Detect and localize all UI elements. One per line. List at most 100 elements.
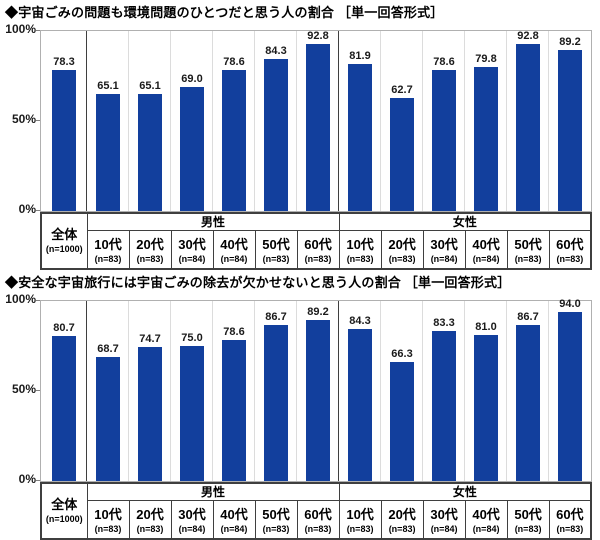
- plot-column: [507, 31, 549, 211]
- table-cell-男性-50代: 50代 (n=83): [254, 230, 298, 270]
- plot-column: [213, 31, 255, 211]
- age-label: 50代: [262, 236, 290, 252]
- age-label: 50代: [514, 236, 542, 252]
- table-cell-男性-30代: 30代 (n=84): [170, 230, 214, 270]
- bar-value-label: 75.0: [181, 332, 203, 344]
- n-label: (n=83): [304, 523, 332, 534]
- n-label: (n=83): [346, 523, 374, 534]
- group-header-男性: 男性: [86, 212, 340, 231]
- age-label: 40代: [220, 506, 248, 522]
- table-cell-女性-50代: 50代 (n=83): [506, 500, 550, 540]
- bar-value-label: 92.8: [307, 29, 329, 42]
- chart-space-debris-removal: ◆安全な宇宙旅行には宇宙ごみの除去が欠かせないと思う人の割合 ［単一回答形式］ …: [0, 270, 600, 540]
- bar-男性20代: [138, 93, 162, 211]
- plot-column: [213, 301, 255, 481]
- age-label: 10代: [346, 236, 374, 252]
- table-cell-女性-40代: 40代 (n=84): [464, 230, 508, 270]
- table-cell-total: 全体 (n=1000): [40, 212, 88, 270]
- n-label: (n=84): [178, 253, 206, 264]
- y-axis-label-100: 100%: [5, 292, 36, 306]
- n-label: (n=83): [136, 253, 164, 264]
- n-label: (n=83): [514, 253, 542, 264]
- age-label: 20代: [388, 236, 416, 252]
- table-cell-女性-50代: 50代 (n=83): [506, 230, 550, 270]
- plot-column: [129, 31, 171, 211]
- table-cell-女性-10代: 10代 (n=83): [338, 500, 382, 540]
- table-cell-女性-10代: 10代 (n=83): [338, 230, 382, 270]
- y-axis-tick: [36, 480, 40, 481]
- table-cell-男性-50代: 50代 (n=83): [254, 500, 298, 540]
- bar-男性30代: [180, 346, 204, 481]
- total-label: 全体: [51, 227, 78, 242]
- plot-column: [171, 301, 213, 481]
- age-label: 60代: [556, 236, 584, 252]
- bar-value-label: 89.2: [307, 306, 329, 319]
- y-axis-label-0: 0%: [18, 472, 36, 486]
- age-label: 30代: [430, 506, 458, 522]
- bar-女性60代: [558, 50, 582, 211]
- bar-女性60代: [558, 311, 582, 481]
- bar-value-label: 79.8: [475, 53, 497, 66]
- age-label: 50代: [514, 506, 542, 522]
- bar-value-label: 74.7: [139, 332, 161, 345]
- table-cell-女性-40代: 40代 (n=84): [464, 500, 508, 540]
- age-label: 60代: [304, 236, 332, 252]
- n-label: (n=84): [472, 523, 500, 534]
- n-label: (n=83): [388, 253, 416, 264]
- bar-value-label: 78.3: [53, 56, 75, 69]
- table-cell-total: 全体 (n=1000): [40, 482, 88, 540]
- age-label: 60代: [304, 506, 332, 522]
- y-axis-tick: [36, 30, 40, 31]
- table-cell-女性-60代: 60代 (n=83): [548, 500, 592, 540]
- table-cell-女性-60代: 60代 (n=83): [548, 230, 592, 270]
- bar-全体: [52, 70, 76, 211]
- n-label: (n=83): [262, 253, 290, 264]
- age-label: 40代: [220, 236, 248, 252]
- bar-女性10代: [348, 329, 372, 481]
- plot-column: [41, 301, 87, 481]
- plot-area: 80.7 68.7 74.7 75.0 78.6 86.7 89.2 84.3 66.3 83.3…: [40, 297, 592, 482]
- plot-column: [255, 31, 297, 211]
- table-cell-男性-60代: 60代 (n=83): [296, 500, 340, 540]
- plot-column: [339, 31, 381, 211]
- plot-column: [87, 31, 129, 211]
- total-n: (n=1000): [45, 514, 83, 524]
- plot-column: [87, 301, 129, 481]
- age-label: 40代: [472, 506, 500, 522]
- total-n: (n=1000): [45, 244, 83, 254]
- n-label: (n=83): [388, 523, 416, 534]
- n-label: (n=83): [346, 253, 374, 264]
- bar-男性60代: [306, 320, 330, 481]
- plot-column: [507, 301, 549, 481]
- total-label: 全体: [51, 497, 78, 512]
- n-label: (n=84): [178, 523, 206, 534]
- table-cell-男性-40代: 40代 (n=84): [212, 500, 256, 540]
- bar-value-label: 65.1: [97, 79, 119, 92]
- table-cell-女性-30代: 30代 (n=84): [422, 230, 466, 270]
- bar-value-label: 78.6: [223, 55, 245, 68]
- age-label: 50代: [262, 506, 290, 522]
- y-axis-tick: [36, 390, 40, 391]
- age-label: 20代: [388, 506, 416, 522]
- bar-value-label: 89.2: [559, 36, 581, 49]
- chart-title: ◆安全な宇宙旅行には宇宙ごみの除去が欠かせないと思う人の割合 ［単一回答形式］: [5, 275, 511, 290]
- bar-value-label: 94.0: [559, 297, 581, 310]
- n-label: (n=83): [304, 253, 332, 264]
- n-label: (n=84): [472, 253, 500, 264]
- bar-女性20代: [390, 361, 414, 481]
- table-cell-女性-20代: 20代 (n=83): [380, 230, 424, 270]
- y-axis-tick: [36, 120, 40, 121]
- age-label: 10代: [94, 506, 122, 522]
- y-axis-label-50: 50%: [11, 112, 36, 126]
- plot-column: [129, 301, 171, 481]
- group-header-女性: 女性: [338, 212, 592, 231]
- n-label: (n=84): [430, 523, 458, 534]
- y-axis-label-50: 50%: [11, 382, 36, 396]
- bar-value-label: 92.8: [517, 29, 539, 42]
- category-table: 全体 (n=1000) 男性 女性 10代 (n=83) 20代 (n=83) 30代 (n=84…: [40, 212, 593, 270]
- bar-女性40代: [474, 335, 498, 481]
- bar-value-label: 80.7: [53, 321, 75, 334]
- bar-男性20代: [138, 346, 162, 481]
- n-label: (n=83): [94, 253, 122, 264]
